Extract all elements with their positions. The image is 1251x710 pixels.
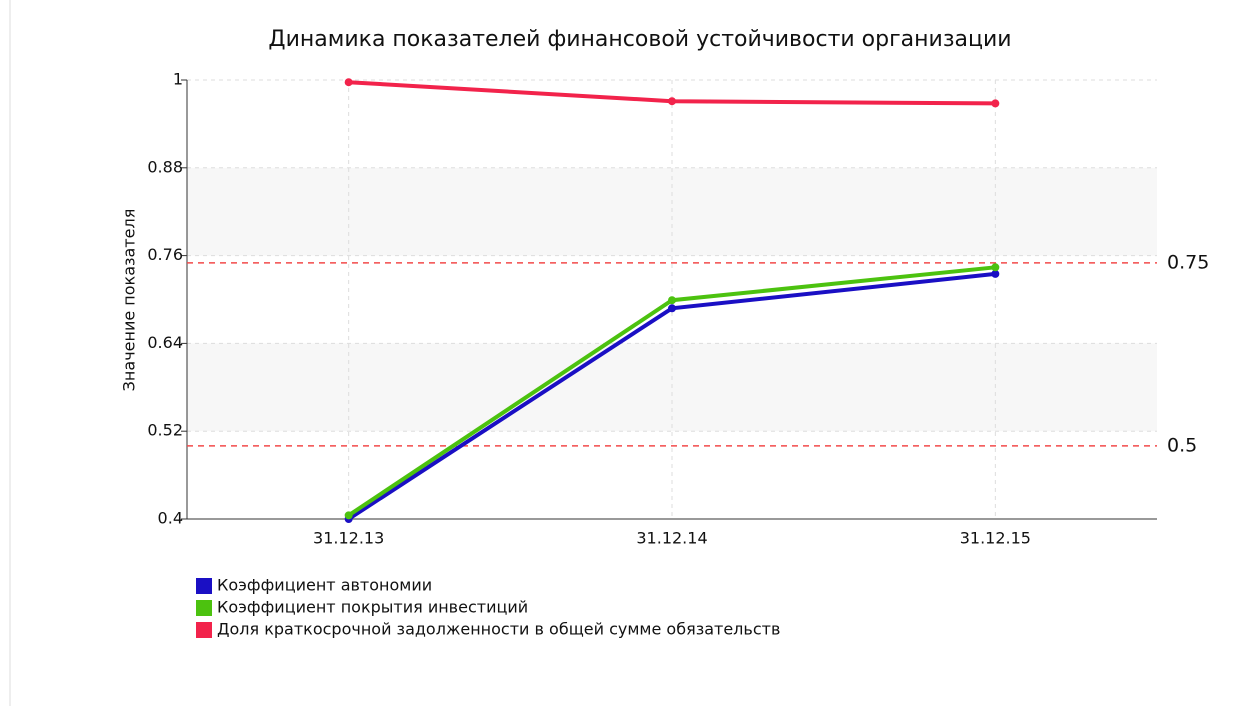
legend-label: Доля краткосрочной задолженности в общей… xyxy=(217,620,780,639)
y-tick-label: 0.64 xyxy=(147,333,183,352)
legend-swatch xyxy=(196,600,212,616)
y-tick-label: 0.52 xyxy=(147,421,183,440)
legend-swatch xyxy=(196,578,212,594)
y-tick-label: 0.4 xyxy=(158,509,183,528)
point xyxy=(991,263,1000,272)
x-tick-label: 31.12.14 xyxy=(636,529,707,548)
legend-swatch xyxy=(196,622,212,638)
point xyxy=(344,78,353,87)
x-tick-label: 31.12.15 xyxy=(960,529,1031,548)
point xyxy=(668,296,676,305)
y-tick-label: 0.76 xyxy=(147,245,183,264)
chart-title: Динамика показателей финансовой устойчив… xyxy=(268,27,1011,52)
y-axis-label: Значение показателя xyxy=(120,209,139,392)
reference-label: 0.5 xyxy=(1167,434,1197,456)
point xyxy=(991,269,1000,278)
y-tick-label: 0.88 xyxy=(147,157,183,176)
x-tick-label: 31.12.13 xyxy=(313,529,384,548)
point xyxy=(344,511,353,520)
legend-label: Коэффициент автономии xyxy=(217,576,432,595)
y-tick-label: 1 xyxy=(173,70,183,89)
point xyxy=(991,99,1000,108)
point xyxy=(668,304,676,313)
legend-label: Коэффициент покрытия инвестиций xyxy=(217,598,528,617)
reference-label: 0.75 xyxy=(1167,251,1209,273)
point xyxy=(668,97,676,106)
